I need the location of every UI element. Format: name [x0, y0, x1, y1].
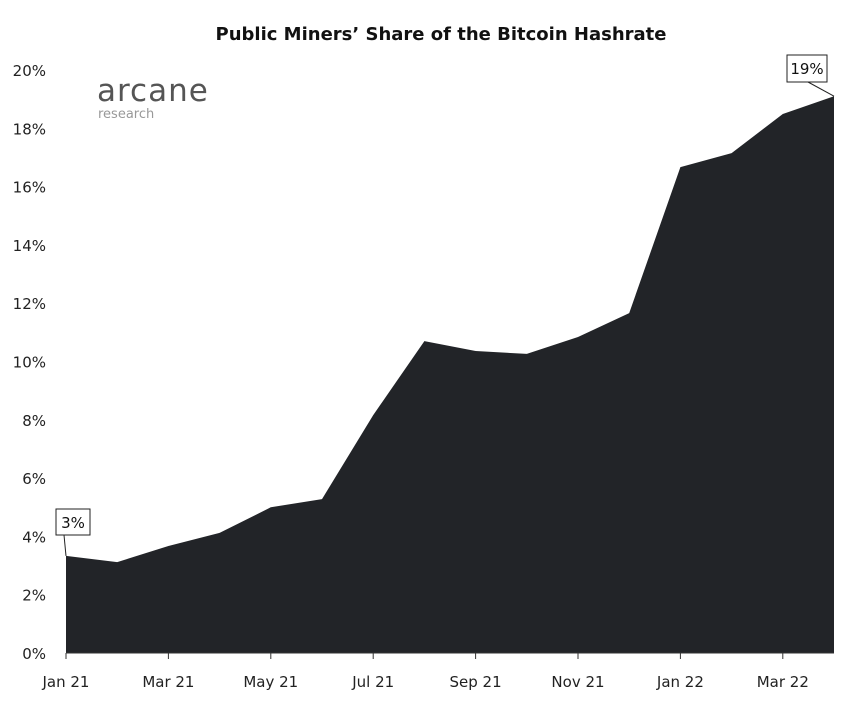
x-tick-label: Jan 21: [42, 673, 90, 691]
x-tick-label: Nov 21: [551, 673, 604, 691]
x-tick-label: Mar 21: [142, 673, 194, 691]
annotation-leader: [63, 534, 67, 556]
logo-sub: research: [98, 107, 154, 122]
y-tick-label: 10%: [13, 354, 46, 372]
y-tick-label: 2%: [22, 587, 46, 605]
x-tick-label: May 21: [243, 673, 298, 691]
y-tick-label: 8%: [22, 412, 46, 430]
y-tick-label: 14%: [13, 237, 46, 255]
y-tick-label: 12%: [13, 295, 46, 313]
y-tick-label: 6%: [22, 470, 46, 488]
y-tick-label: 0%: [22, 645, 46, 663]
area-series: [66, 96, 834, 653]
x-tick-label: Mar 22: [757, 673, 809, 691]
y-tick-label: 18%: [13, 120, 46, 138]
x-tick-label: Sep 21: [450, 673, 502, 691]
logo-name: arcane: [97, 73, 209, 109]
chart-title: Public Miners’ Share of the Bitcoin Hash…: [216, 24, 667, 45]
annotation-leader: [807, 81, 835, 97]
y-tick-label: 4%: [22, 528, 46, 546]
annotation-box: [55, 508, 91, 536]
annotation-box: [786, 54, 828, 83]
y-tick-label: 20%: [13, 62, 46, 80]
x-tick-label: Jan 22: [656, 673, 704, 691]
annotation-label: 19%: [790, 60, 823, 78]
logo: arcane research: [97, 73, 209, 122]
y-tick-label: 16%: [13, 179, 46, 197]
annotation-label: 3%: [61, 514, 85, 532]
x-tick-label: Jul 21: [351, 673, 394, 691]
